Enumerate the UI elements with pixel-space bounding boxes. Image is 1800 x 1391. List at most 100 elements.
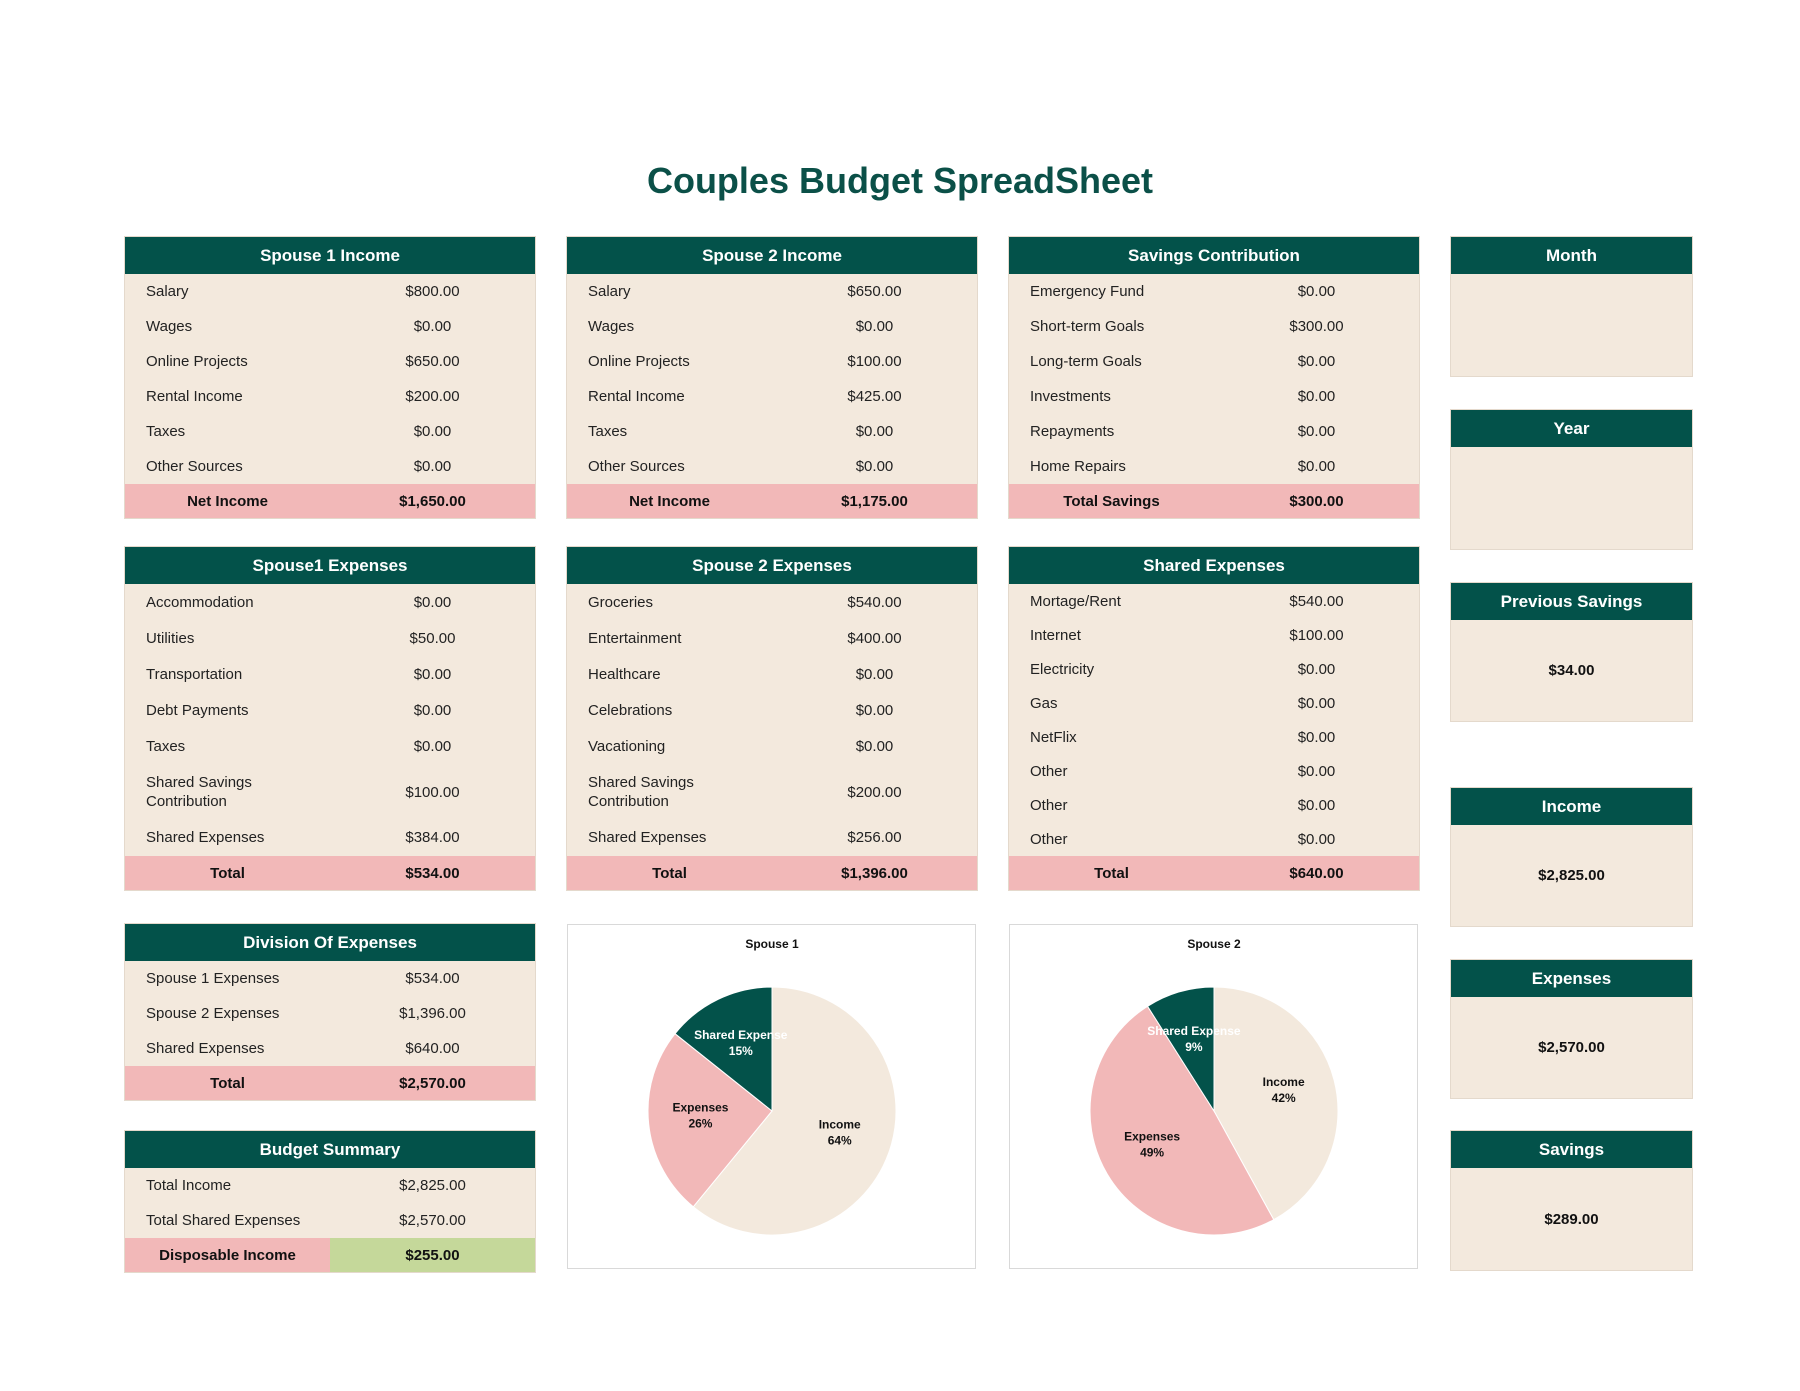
table-body: Total Income $2,825.00 Total Shared Expens… [125, 1168, 535, 1238]
pie-slice [1146, 986, 1215, 1113]
table-row: Spouse 1 Expenses $534.00 [125, 961, 535, 996]
table-body: Spouse 1 Expenses $534.00 Spouse 2 Expense… [125, 961, 535, 1066]
box-title: Year [1451, 410, 1692, 447]
row-label: Healthcare [588, 665, 661, 683]
total-label: Total [567, 856, 772, 890]
row-value: $100.00 [1289, 626, 1344, 644]
row-value: $0.00 [413, 593, 452, 611]
summary-box: Month [1451, 237, 1692, 376]
table-row: Shared Expenses $256.00 [567, 820, 977, 856]
slice-value: 15% [729, 1044, 753, 1058]
row-value: $800.00 [405, 283, 460, 300]
table-row: Accommodation $0.00 [125, 584, 535, 620]
table-panel: Savings Contribution Emergency Fund $0.00 S… [1009, 237, 1419, 518]
table-row: Wages $0.00 [125, 309, 535, 344]
row-value: $256.00 [847, 829, 902, 847]
table-row: Entertainment $400.00 [567, 620, 977, 656]
pie-chart: Spouse 2 Income 42% Expenses 49% Shared Expen… [1089, 937, 1339, 1236]
row-label: Online Projects [146, 353, 248, 370]
slice-label: Expenses [1124, 1130, 1180, 1144]
table-body: Salary $800.00 Wages $0.00 Online Projects $6… [125, 274, 535, 484]
slice-value: 9% [1185, 1040, 1203, 1054]
table-row: Home Repairs $0.00 [1009, 449, 1419, 484]
slice-label: Shared Expense [1147, 1024, 1241, 1038]
total-label: Total [1009, 856, 1214, 890]
row-value: $0.00 [1297, 388, 1336, 405]
table-row: Shared Savings Contribution $100.00 [125, 765, 535, 820]
table-row: Rental Income $425.00 [567, 379, 977, 414]
row-value: $540.00 [1289, 592, 1344, 610]
row-value: $0.00 [413, 665, 452, 683]
total-row: Total $534.00 [125, 856, 535, 890]
table-title: Spouse 1 Income [125, 237, 535, 274]
row-label: Shared Savings Contribution [146, 774, 252, 811]
slice-label: Income [819, 1117, 861, 1131]
total-value: $1,175.00 [772, 484, 977, 518]
box-value: $34.00 [1548, 662, 1595, 679]
box-title: Savings [1451, 1131, 1692, 1168]
row-label: Shared Expenses [146, 829, 265, 847]
row-label: Internet [1030, 626, 1081, 644]
row-label: Celebrations [588, 701, 673, 719]
slice-value: 26% [688, 1117, 712, 1131]
slice-label: Expenses [672, 1101, 728, 1115]
table-row: Taxes $0.00 [567, 414, 977, 449]
table-panel: Shared Expenses Mortage/Rent $540.00 Intern… [1009, 547, 1419, 890]
table-body: Salary $650.00 Wages $0.00 Online Projects $1… [567, 274, 977, 484]
row-value: $0.00 [1297, 353, 1336, 370]
table-row: Mortage/Rent $540.00 [1009, 584, 1419, 618]
row-value: $0.00 [1297, 423, 1336, 440]
table-title: Spouse1 Expenses [125, 547, 535, 584]
pie-slice [1089, 1005, 1275, 1236]
row-value: $0.00 [1297, 283, 1336, 300]
summary-box: Income $2,825.00 [1451, 788, 1692, 926]
table-row: Groceries $540.00 [567, 584, 977, 620]
table-title: Division Of Expenses [125, 924, 535, 961]
chart-box: Spouse 1 Income 64% Expenses 26% Shared Expen… [567, 924, 976, 1269]
total-row: Net Income $1,175.00 [567, 484, 977, 518]
row-label: Investments [1030, 388, 1111, 405]
box-body: $289.00 [1451, 1168, 1692, 1270]
box-title: Expenses [1451, 960, 1692, 997]
row-value: $200.00 [847, 783, 902, 801]
row-value: $640.00 [405, 1040, 460, 1057]
row-label: Total Shared Expenses [146, 1212, 301, 1229]
row-label: Other [1030, 796, 1068, 814]
table-row: Healthcare $0.00 [567, 656, 977, 692]
row-label: Mortage/Rent [1030, 592, 1121, 610]
row-value: $384.00 [405, 829, 460, 847]
table-row: Salary $650.00 [567, 274, 977, 309]
table-title: Spouse 2 Expenses [567, 547, 977, 584]
box-value: $2,825.00 [1538, 867, 1605, 884]
pie-slice [692, 986, 897, 1236]
box-title: Month [1451, 237, 1692, 274]
total-row: Total $2,570.00 [125, 1066, 535, 1100]
box-body [1451, 274, 1692, 376]
row-label: Taxes [588, 423, 628, 440]
row-label: Wages [588, 318, 635, 335]
row-label: Other [1030, 762, 1068, 780]
table-row: Rental Income $200.00 [125, 379, 535, 414]
total-row: Total $1,396.00 [567, 856, 977, 890]
table-row: Utilities $50.00 [125, 620, 535, 656]
slice-label: Income [1263, 1075, 1305, 1089]
row-value: $2,825.00 [399, 1177, 466, 1194]
total-value: $1,650.00 [330, 484, 535, 518]
table-row: Other Sources $0.00 [567, 449, 977, 484]
table-row: Debt Payments $0.00 [125, 692, 535, 728]
row-value: $0.00 [413, 458, 452, 475]
table-row: Repayments $0.00 [1009, 414, 1419, 449]
row-value: $540.00 [847, 593, 902, 611]
row-label: Shared Savings Contribution [588, 774, 694, 811]
row-label: Emergency Fund [1030, 283, 1145, 300]
row-label: Salary [146, 283, 189, 300]
row-label: Accommodation [146, 593, 254, 611]
row-label: Debt Payments [146, 701, 249, 719]
row-value: $300.00 [1289, 318, 1344, 335]
table-title: Budget Summary [125, 1131, 535, 1168]
row-value: $0.00 [1297, 660, 1336, 678]
row-value: $200.00 [405, 388, 460, 405]
table-row: Other $0.00 [1009, 822, 1419, 856]
table-panel: Spouse 2 Expenses Groceries $540.00 Enterta… [567, 547, 977, 890]
